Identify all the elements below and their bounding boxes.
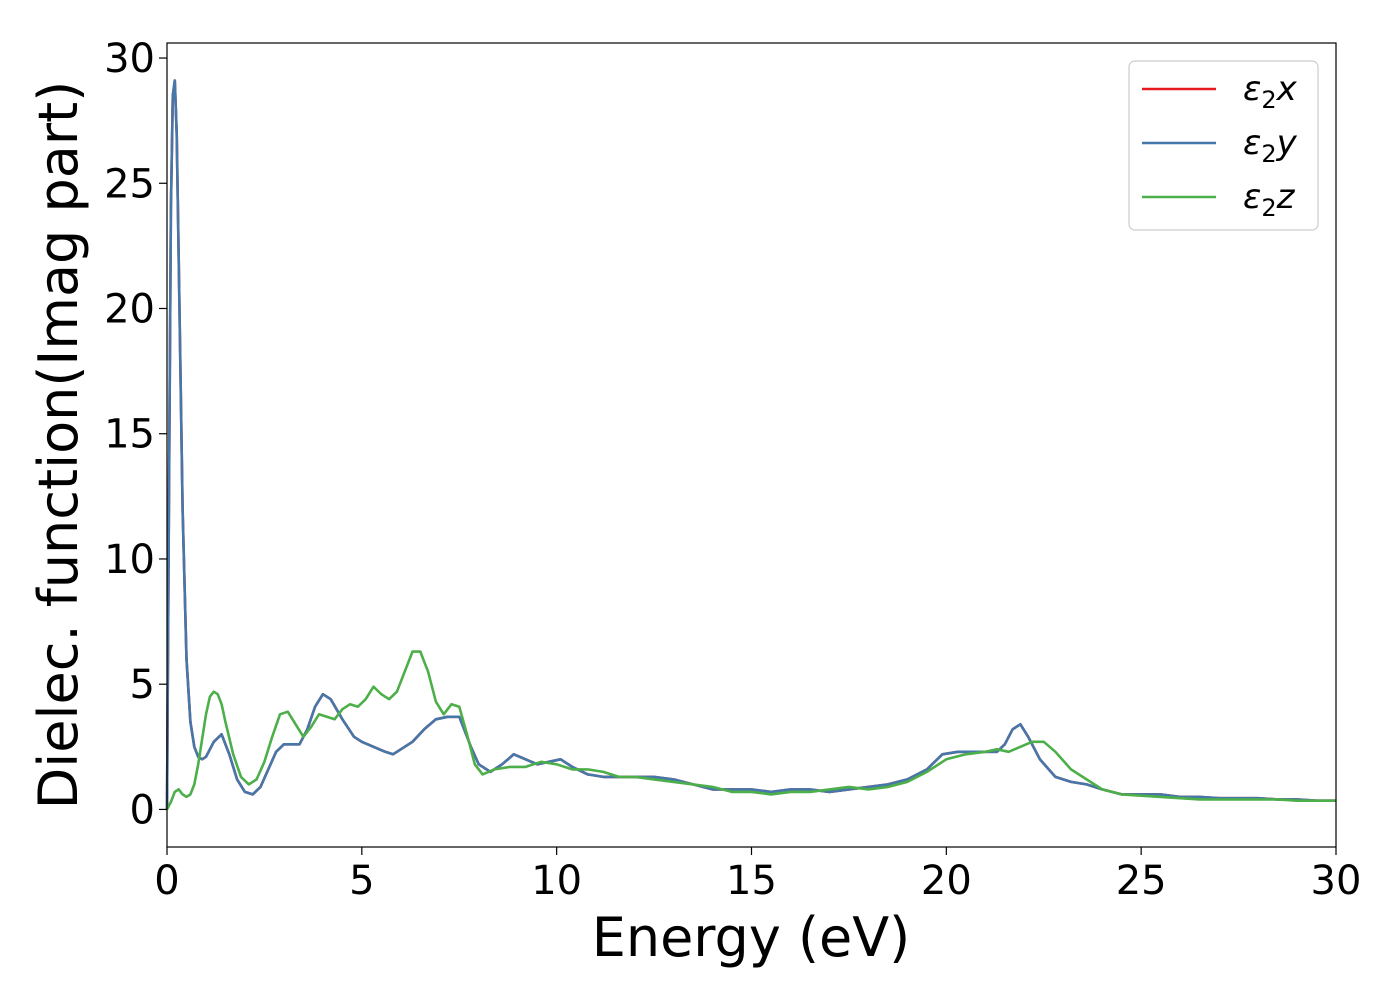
x-tick-label: 5 [349, 858, 374, 904]
legend-label-base: ε [1243, 69, 1261, 109]
x-axis-ticks: 0 5 10 15 20 25 30 [154, 847, 1361, 904]
y-tick-label: 20 [104, 286, 155, 332]
y-tick-label: 30 [104, 36, 155, 82]
series-line-y [165, 79, 1336, 810]
legend-label-base: ε [1243, 177, 1261, 217]
legend-label-axis: y [1276, 123, 1298, 163]
x-tick-label: 0 [154, 858, 179, 904]
x-tick-label: 15 [726, 858, 777, 904]
y-tick-label: 0 [130, 787, 155, 833]
legend-box [1128, 60, 1319, 231]
legend-label-axis: z [1276, 177, 1296, 217]
x-tick-label: 10 [531, 858, 582, 904]
legend-label-subscript: 2 [1261, 86, 1276, 114]
x-tick-label: 30 [1311, 858, 1362, 904]
legend-label: ε2z [1243, 177, 1296, 222]
y-axis-label: Dielec. function(Imag part) [27, 81, 90, 810]
x-tick-label: 25 [1116, 858, 1167, 904]
legend-label-axis: x [1276, 69, 1298, 109]
y-tick-label: 10 [104, 537, 155, 583]
y-tick-label: 5 [130, 662, 155, 708]
x-tick-label: 20 [921, 858, 972, 904]
legend-label-subscript: 2 [1261, 194, 1276, 222]
legend-label-base: ε [1243, 123, 1261, 163]
y-tick-label: 25 [104, 161, 155, 207]
x-axis-label: Energy (eV) [592, 906, 911, 969]
series-line-z [165, 650, 1336, 810]
legend-label: ε2x [1243, 69, 1298, 114]
legend-label-subscript: 2 [1261, 140, 1276, 168]
legend-label: ε2y [1243, 123, 1298, 168]
legend-item-x: ε2x [1142, 69, 1298, 114]
y-axis-ticks: 0 5 10 15 20 25 30 [104, 36, 167, 833]
series-layer [165, 79, 1336, 810]
legend-item-z: ε2z [1142, 177, 1296, 222]
legend-item-y: ε2y [1142, 123, 1298, 168]
y-tick-label: 15 [104, 412, 155, 458]
